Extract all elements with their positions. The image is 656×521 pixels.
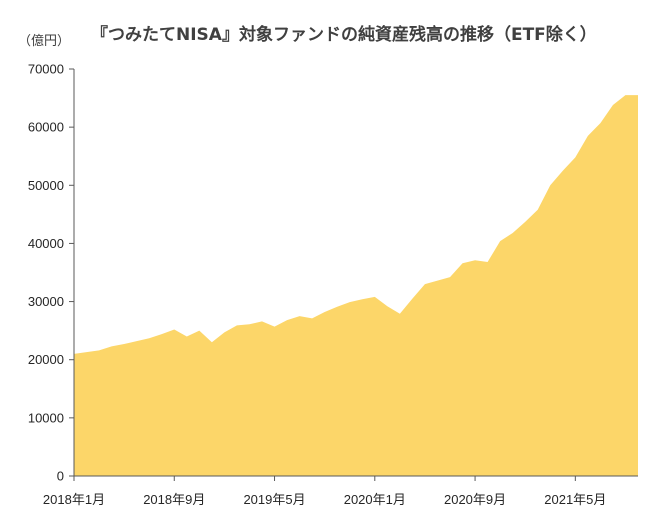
plot-area	[73, 69, 638, 477]
chart-title: 『つみたてNISA』対象ファンドの純資産残高の推移（ETF除く）	[91, 24, 597, 45]
x-tick-label: 2021年5月	[544, 492, 606, 507]
y-tick-label: 50000	[28, 178, 64, 193]
y-axis-ticks: 0 10000 20000 30000 40000 50000 60000 70000	[28, 62, 74, 484]
y-tick-label: 0	[57, 469, 64, 484]
x-tick-label: 2018年1月	[43, 492, 105, 507]
y-tick-label: 20000	[28, 352, 64, 367]
x-tick-label: 2020年9月	[444, 492, 506, 507]
x-tick-label: 2018年9月	[143, 492, 205, 507]
y-tick-label: 40000	[28, 236, 64, 251]
x-tick-label: 2020年1月	[344, 492, 406, 507]
area-series-0	[74, 95, 638, 476]
x-axis-ticks: 2018年1月 2018年9月 2019年5月 2020年1月 2020年9月 2021年…	[43, 476, 606, 507]
x-tick-label: 2019年5月	[243, 492, 305, 507]
y-tick-label: 30000	[28, 294, 64, 309]
y-tick-label: 10000	[28, 410, 64, 425]
y-axis-unit-label: （億円）	[18, 33, 70, 49]
y-tick-label: 60000	[28, 120, 64, 135]
y-tick-label: 70000	[28, 62, 64, 77]
